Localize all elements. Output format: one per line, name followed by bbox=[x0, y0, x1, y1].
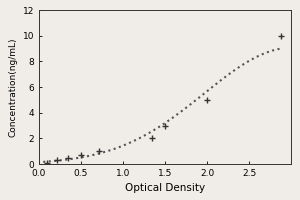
X-axis label: Optical Density: Optical Density bbox=[125, 183, 205, 193]
Y-axis label: Concentration(ng/mL): Concentration(ng/mL) bbox=[8, 37, 17, 137]
